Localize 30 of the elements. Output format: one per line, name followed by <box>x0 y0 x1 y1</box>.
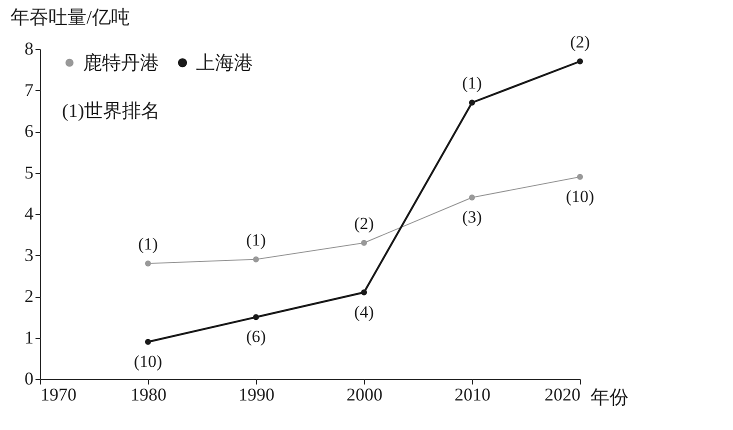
x-tick-label: 1980 <box>130 384 166 404</box>
annotation: (2) <box>570 32 590 52</box>
y-tick-label: 5 <box>24 162 34 182</box>
annotation: (1) <box>138 234 158 254</box>
y-tick-label: 6 <box>24 121 34 141</box>
annotation: (3) <box>462 208 482 226</box>
y-tick-label: 0 <box>24 368 34 388</box>
x-tick-label: 1990 <box>238 384 274 404</box>
y-axis-title: 年吞吐量/亿吨 <box>10 8 130 28</box>
x-tick-label: 1970 <box>40 384 76 404</box>
x-tick-label: 2020 <box>544 384 580 404</box>
annotation: (6) <box>246 327 266 346</box>
y-tick-label: 1 <box>24 327 34 348</box>
y-tick-label: 3 <box>24 244 34 265</box>
x-tick-label: 2000 <box>346 384 382 404</box>
annotation: (10) <box>566 186 594 206</box>
x-tick-label: 2010 <box>454 384 490 404</box>
y-tick-label: 2 <box>24 286 34 306</box>
annotation: (1) <box>246 230 266 250</box>
y-tick-label: 8 <box>24 38 34 58</box>
annotation: (2) <box>354 214 374 233</box>
legend-label: 鹿特丹港 <box>83 52 159 74</box>
annotation: (1) <box>462 74 482 93</box>
annotation: (4) <box>354 302 374 322</box>
y-tick-label: 7 <box>24 80 34 100</box>
y-tick-label: 4 <box>24 204 34 224</box>
legend-label: 上海港 <box>196 52 253 74</box>
annotation: (10) <box>134 352 162 371</box>
annotation: (1)世界排名 <box>62 101 160 122</box>
x-axis-title: 年份 <box>590 388 628 408</box>
